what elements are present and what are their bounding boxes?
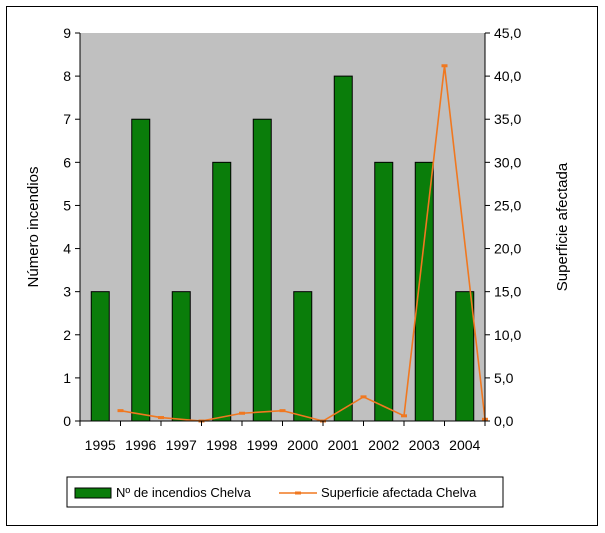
x-tick-label: 2004 [449, 437, 480, 453]
bar-1997 [171, 291, 191, 422]
superficie-line [120, 65, 486, 422]
y2-tick-label: 30,0 [494, 154, 521, 170]
superficie-point-2002 [401, 414, 407, 418]
legend-label-superficie: Superficie afectada Chelva [321, 485, 477, 500]
y-tick-label: 2 [63, 327, 71, 343]
superficie-point-2003 [441, 64, 448, 68]
x-tick-label: 1999 [247, 437, 278, 453]
y2-axis-title: Superficie afectada [554, 162, 571, 291]
bar-1996 [131, 118, 151, 422]
y-tick-label: 4 [63, 241, 71, 257]
y2-tick-label: 5,0 [494, 370, 514, 386]
legend-marker-superficie [295, 491, 301, 495]
legend: Nº de incendios Chelva Superficie afecta… [66, 476, 504, 508]
x-tick-label: 1998 [206, 437, 237, 453]
y2-tick-label: 25,0 [494, 197, 521, 213]
bar-1995 [90, 291, 110, 422]
y-tick-label: 0 [63, 413, 71, 429]
x-tick-label: 1995 [85, 437, 116, 453]
y-tick-label: 8 [63, 68, 71, 84]
chart-frame [6, 6, 598, 526]
y-tick-label: 1 [63, 370, 71, 386]
legend-label-incendios: Nº de incendios Chelva [116, 485, 252, 500]
bar-2002 [374, 161, 394, 422]
superficie-point-1995 [117, 409, 124, 413]
y2-tick-label: 15,0 [494, 284, 521, 300]
x-tick-label: 2003 [409, 437, 440, 453]
y-tick-label: 5 [63, 197, 71, 213]
y2-tick-label: 10,0 [494, 327, 521, 343]
bar-1999 [252, 118, 272, 422]
y2-tick-label: 20,0 [494, 241, 521, 257]
y2-tick-label: 45,0 [494, 25, 521, 41]
superficie-point-1998 [239, 411, 245, 415]
y-tick-label: 3 [63, 284, 71, 300]
x-tick-label: 2000 [287, 437, 318, 453]
y2-tick-label: 40,0 [494, 68, 521, 84]
x-tick-label: 1996 [125, 437, 156, 453]
x-tick-label: 1997 [166, 437, 197, 453]
x-tick-label: 2002 [368, 437, 399, 453]
y-tick-label: 6 [63, 154, 71, 170]
legend-swatch-incendios [74, 487, 112, 499]
superficie-point-1999 [279, 409, 286, 413]
bar-1998 [212, 161, 232, 422]
x-tick-label: 2001 [328, 437, 359, 453]
bar-2001 [333, 75, 353, 422]
bar-2000 [293, 291, 313, 422]
bar-2004 [455, 291, 475, 422]
y-axis-title: Número incendios [25, 167, 42, 288]
legend-box [66, 476, 504, 508]
superficie-point-1996 [158, 416, 164, 420]
y-tick-label: 9 [63, 25, 71, 41]
y2-tick-label: 35,0 [494, 111, 521, 127]
y-tick-label: 7 [63, 111, 71, 127]
y2-tick-label: 0,0 [494, 413, 514, 429]
superficie-point-2001 [360, 395, 367, 399]
